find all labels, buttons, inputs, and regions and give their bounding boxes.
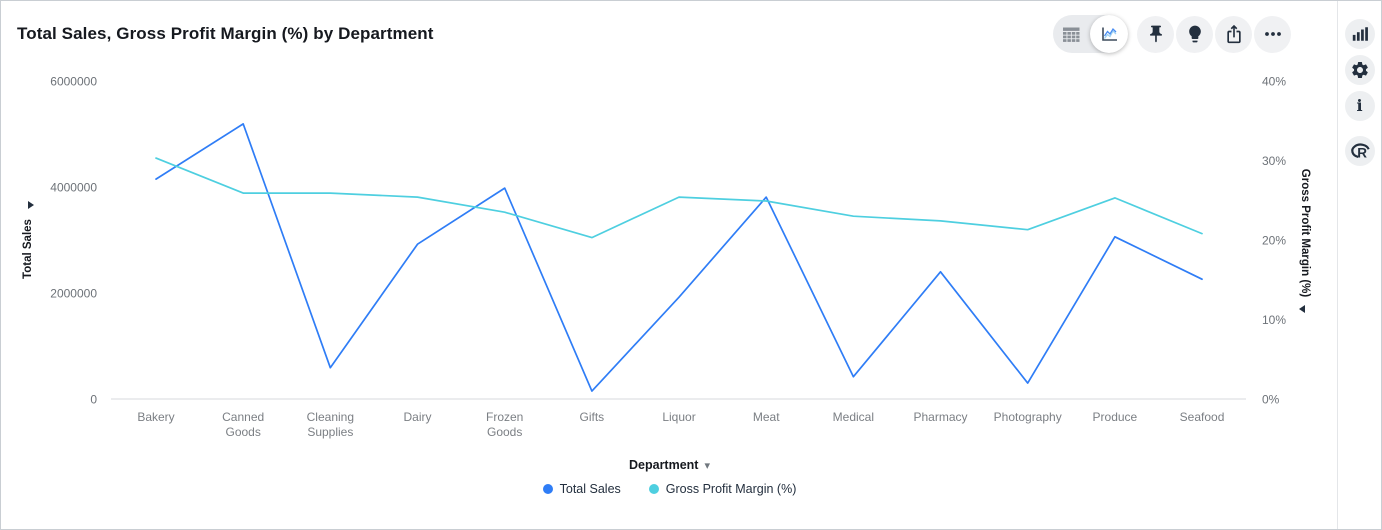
x-axis-field-label: Department: [629, 458, 699, 472]
x-axis-category-label: Seafood: [1180, 410, 1225, 424]
gear-icon: [1351, 62, 1368, 78]
export-icon: [1226, 24, 1241, 44]
pin-button[interactable]: [1137, 15, 1174, 53]
more-options-button[interactable]: [1254, 15, 1291, 53]
legend-item-total-sales[interactable]: Total Sales: [542, 482, 621, 496]
view-toggle[interactable]: [1053, 15, 1128, 53]
right-axis-tick-label: 0%: [1262, 393, 1280, 407]
insights-button[interactable]: [1176, 15, 1213, 53]
pushpin-icon: [1149, 25, 1162, 43]
r-logo-icon: R: [1350, 143, 1370, 161]
export-button[interactable]: [1215, 15, 1252, 53]
legend-item-gross-profit-margin[interactable]: Gross Profit Margin (%): [648, 482, 797, 496]
x-axis-field-control[interactable]: Department ▾: [1, 458, 1338, 472]
x-axis-category-label: Gifts: [580, 410, 605, 424]
x-axis-category-label: Cleaning Supplies: [307, 410, 354, 439]
table-icon: [1063, 27, 1080, 42]
lightbulb-icon: [1188, 25, 1201, 43]
left-axis-tick-label: 4000000: [50, 181, 97, 195]
settings-button[interactable]: [1344, 55, 1375, 85]
bar-chart-icon: [1352, 27, 1368, 41]
series-line-total-sales[interactable]: [155, 123, 1203, 392]
chart-panel: Total Sales, Gross Profit Margin (%) by …: [1, 1, 1338, 529]
chart-view-button[interactable]: [1090, 15, 1128, 53]
left-axis-collapse-icon[interactable]: [28, 201, 34, 209]
right-axis-tick-label: 40%: [1262, 75, 1286, 89]
right-axis-title: Gross Profit Margin (%): [1299, 169, 1311, 298]
x-axis-category-label: Meat: [753, 410, 780, 424]
legend-label: Gross Profit Margin (%): [665, 482, 797, 496]
x-axis-category-label: Medical: [833, 410, 874, 424]
x-axis-category-label: Photography: [994, 410, 1062, 424]
x-axis-category-label: Bakery: [137, 410, 174, 424]
right-axis-tick-label: 10%: [1262, 313, 1286, 327]
x-axis-category-label: Dairy: [404, 410, 432, 424]
left-axis-tick-label: 2000000: [50, 287, 97, 301]
x-axis-category-label: Frozen Goods: [486, 410, 523, 439]
r-insights-button[interactable]: R: [1344, 136, 1375, 166]
left-axis-title: Total Sales: [22, 219, 34, 279]
chevron-down-icon: ▾: [704, 459, 710, 472]
info-button[interactable]: i: [1344, 91, 1375, 121]
side-rail: i R: [1337, 1, 1381, 529]
chart-legend: Total Sales Gross Profit Margin (%): [1, 482, 1338, 496]
chart-svg: 0 2000000 4000000 6000000 0% 10% 20% 30% 40% Bake…: [22, 75, 1311, 440]
page-title: Total Sales, Gross Profit Margin (%) by …: [17, 24, 434, 43]
ellipsis-icon: [1264, 32, 1281, 36]
visual-toolbar: [1053, 15, 1291, 53]
legend-label: Total Sales: [559, 482, 621, 496]
line-chart-icon: [1101, 27, 1117, 41]
legend-dot-total-sales: [542, 484, 553, 494]
x-axis-category-label: Produce: [1093, 410, 1138, 424]
info-icon: i: [1356, 96, 1363, 115]
table-view-button[interactable]: [1053, 15, 1090, 53]
x-axis-category-label: Canned Goods: [222, 410, 264, 439]
legend-dot-gross-profit-margin: [648, 484, 659, 494]
visualize-button[interactable]: [1344, 19, 1375, 49]
svg-text:R: R: [1357, 146, 1367, 161]
right-axis-collapse-icon[interactable]: [1299, 305, 1305, 313]
left-axis-tick-label: 6000000: [50, 75, 97, 89]
x-axis-category-label: Pharmacy: [914, 410, 968, 424]
series-line-gross-profit-margin[interactable]: [155, 157, 1203, 239]
right-axis-tick-label: 20%: [1262, 234, 1286, 248]
x-axis-category-label: Liquor: [662, 410, 695, 424]
right-axis-tick-label: 30%: [1262, 154, 1286, 168]
left-axis-tick-label: 0: [90, 393, 97, 407]
